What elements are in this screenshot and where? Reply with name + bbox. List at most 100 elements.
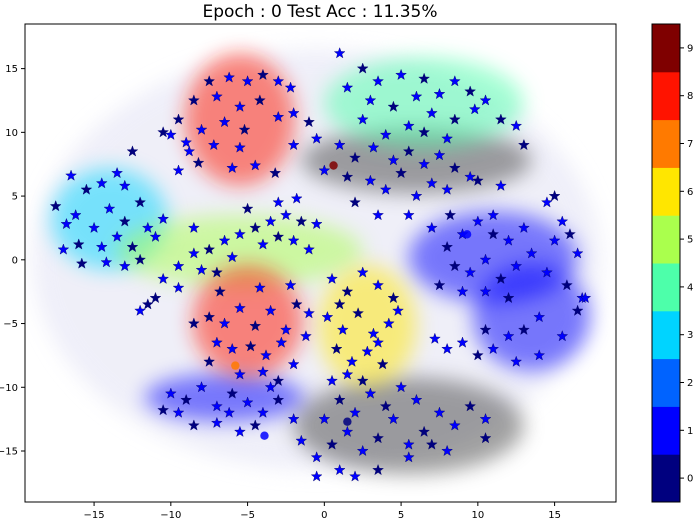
star-marker	[367, 141, 380, 153]
star-marker	[180, 393, 193, 406]
star-marker	[441, 132, 454, 144]
star-marker	[211, 400, 223, 412]
star-marker	[518, 138, 530, 151]
star-marker	[260, 349, 272, 361]
star-marker	[395, 166, 407, 179]
colorbar-ticks: 0 1 2 3 4 5 6 7 8 9	[680, 43, 693, 485]
star-marker	[103, 202, 116, 214]
star-marker	[100, 256, 113, 268]
star-marker	[441, 444, 454, 457]
colorbar-swatch	[652, 215, 680, 264]
star-marker	[234, 425, 246, 437]
star-marker	[187, 94, 200, 106]
circle-markers	[231, 161, 472, 440]
star-marker	[272, 196, 285, 208]
star-marker	[349, 196, 361, 208]
star-marker	[218, 234, 231, 246]
star-marker	[223, 406, 236, 418]
star-marker	[444, 209, 457, 221]
star-marker	[257, 406, 269, 418]
star-marker	[464, 85, 477, 97]
star-marker	[372, 209, 384, 221]
star-marker	[318, 412, 331, 425]
star-marker	[318, 164, 331, 176]
star-marker	[502, 291, 515, 304]
star-marker	[402, 119, 415, 131]
star-marker	[287, 138, 300, 151]
star-marker	[448, 419, 461, 431]
star-marker	[487, 342, 500, 355]
star-marker	[448, 161, 461, 174]
star-marker	[238, 123, 251, 135]
star-marker	[560, 279, 573, 291]
star-marker	[418, 72, 430, 84]
star-marker	[372, 279, 384, 291]
star-marker	[502, 234, 515, 246]
y-tick-label: −15	[0, 447, 18, 458]
star-marker	[241, 202, 254, 214]
density-cluster-0	[293, 377, 524, 474]
star-marker	[433, 87, 446, 100]
colorbar-tick-label: 3	[687, 330, 693, 341]
star-marker	[379, 183, 392, 195]
star-marker	[372, 432, 384, 444]
star-marker	[241, 396, 254, 408]
star-marker	[464, 266, 477, 278]
star-marker	[341, 170, 354, 182]
star-marker	[95, 240, 108, 253]
star-marker	[425, 221, 438, 233]
star-marker	[69, 209, 82, 221]
x-tick-label: 5	[398, 510, 404, 521]
star-marker	[510, 119, 523, 131]
density-cluster-8	[184, 53, 296, 186]
star-marker	[118, 260, 131, 272]
chart-title: Epoch : 0 Test Acc : 11.35%	[202, 2, 437, 22]
star-marker	[264, 215, 277, 227]
star-marker	[126, 145, 139, 157]
star-marker	[487, 209, 500, 221]
star-marker	[361, 345, 374, 357]
star-marker	[172, 113, 185, 125]
star-marker	[287, 412, 300, 425]
star-marker	[433, 406, 446, 418]
star-marker	[187, 317, 200, 329]
star-marker	[395, 68, 407, 80]
star-marker	[341, 425, 354, 437]
x-tick-label: 15	[548, 510, 561, 521]
star-marker	[264, 381, 277, 393]
star-marker	[364, 387, 377, 399]
star-marker	[241, 75, 254, 87]
star-marker	[402, 209, 415, 221]
star-marker	[203, 75, 216, 87]
star-marker	[441, 240, 454, 253]
density-cluster-5	[117, 215, 363, 287]
star-marker	[410, 393, 423, 406]
star-marker	[172, 260, 185, 272]
star-marker	[448, 75, 461, 87]
colorbar-frame	[651, 23, 681, 503]
star-marker	[310, 451, 323, 463]
y-tick-label: 0	[12, 255, 18, 266]
star-marker	[356, 113, 369, 125]
star-marker	[479, 412, 492, 425]
plot-area: −15 −10 −5 0 5 10 15 −15 −10 −5 0 5 10 15	[0, 23, 617, 521]
star-marker	[336, 323, 349, 335]
star-marker	[223, 71, 236, 83]
star-marker	[326, 438, 338, 450]
y-axis-ticks: −15 −10 −5 0 5 10 15	[0, 64, 25, 458]
star-marker	[226, 251, 239, 263]
star-marker	[326, 374, 338, 386]
star-marker	[387, 291, 400, 304]
colorbar-tick-label: 8	[687, 91, 693, 102]
star-marker	[510, 355, 523, 367]
star-marker	[364, 94, 377, 106]
star-marker	[448, 260, 461, 272]
star-marker	[402, 451, 415, 463]
star-marker	[272, 393, 285, 406]
colorbar-tick-label: 7	[687, 139, 693, 150]
colorbar-swatch	[652, 24, 680, 73]
star-marker	[387, 412, 400, 425]
star-marker	[226, 342, 239, 355]
star-marker	[253, 281, 266, 293]
density-cluster-4	[324, 57, 524, 149]
